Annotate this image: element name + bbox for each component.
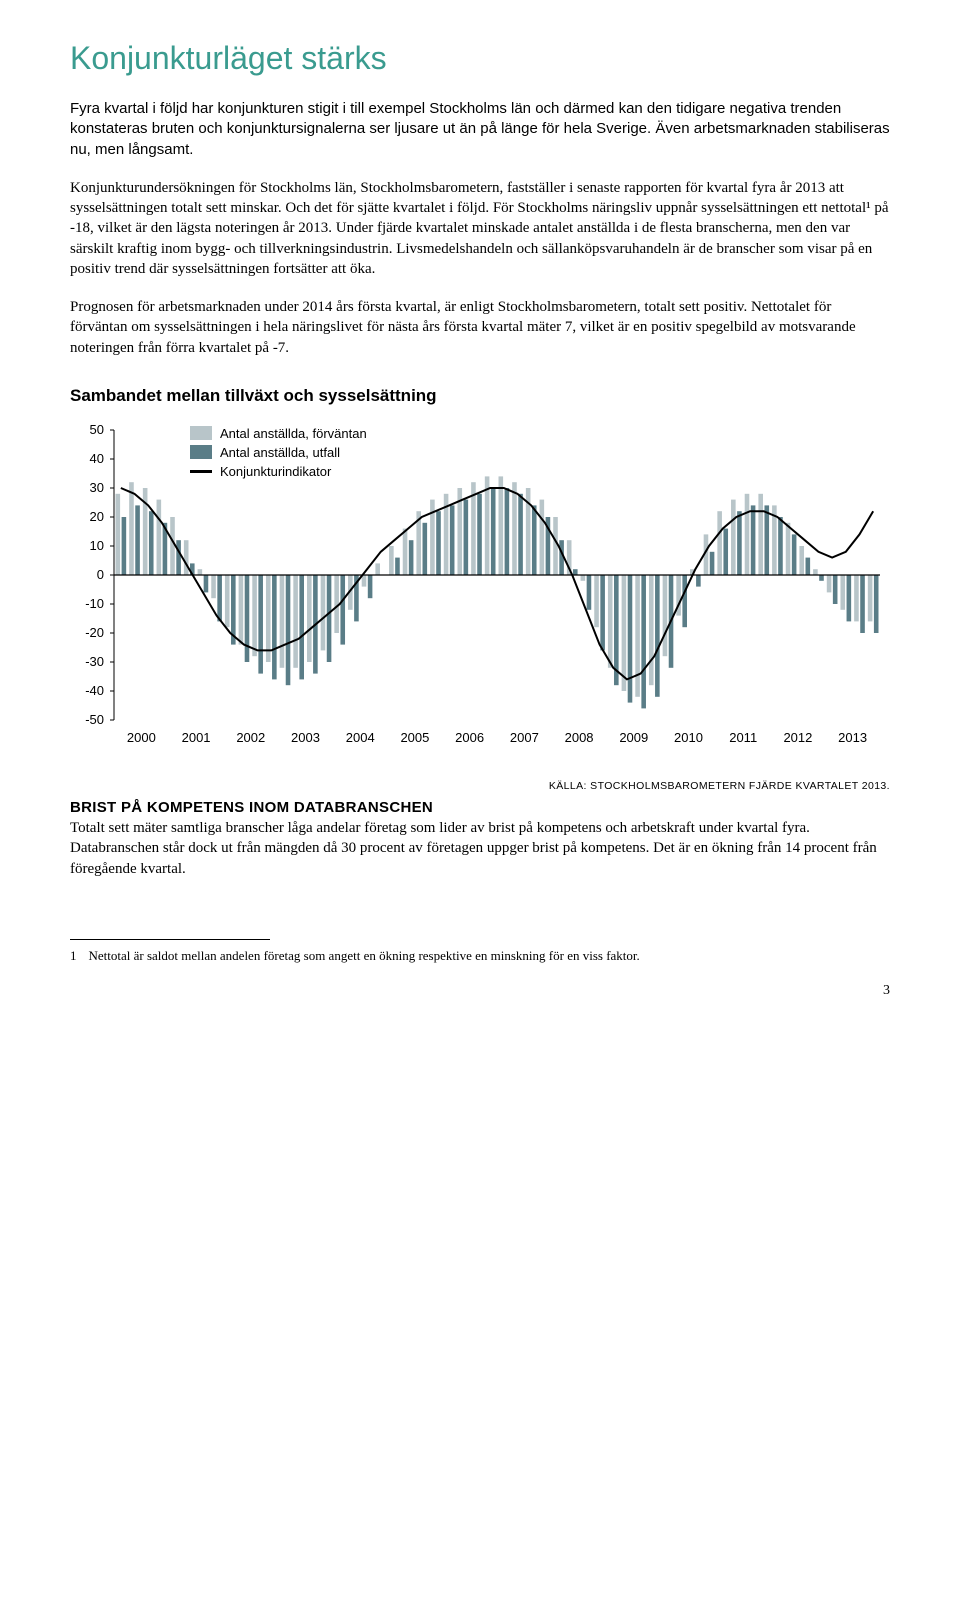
svg-text:2003: 2003 <box>291 730 320 745</box>
svg-text:2002: 2002 <box>236 730 265 745</box>
svg-text:-50: -50 <box>85 712 104 727</box>
page-number: 3 <box>70 983 890 999</box>
svg-text:10: 10 <box>90 538 104 553</box>
footnote: 1 Nettotal är saldot mellan andelen före… <box>70 948 890 965</box>
svg-text:-20: -20 <box>85 625 104 640</box>
svg-text:50: 50 <box>90 422 104 437</box>
svg-text:-30: -30 <box>85 654 104 669</box>
svg-text:2012: 2012 <box>783 730 812 745</box>
intro-paragraph: Fyra kvartal i följd har konjunkturen st… <box>70 99 890 160</box>
chart-container: Antal anställda, förväntan Antal anställ… <box>70 420 890 760</box>
body-paragraph-3-wrap: BRIST PÅ KOMPETENS INOM DATABRANSCHEN Tot… <box>70 798 890 879</box>
svg-text:30: 30 <box>90 480 104 495</box>
svg-text:2006: 2006 <box>455 730 484 745</box>
footnote-text: Nettotal är saldot mellan andelen företa… <box>89 948 640 965</box>
svg-text:2009: 2009 <box>619 730 648 745</box>
svg-text:2011: 2011 <box>729 730 757 745</box>
legend-label-2: Antal anställda, utfall <box>220 445 340 460</box>
svg-text:20: 20 <box>90 509 104 524</box>
svg-text:2005: 2005 <box>400 730 429 745</box>
legend-swatch-utfall <box>190 445 212 459</box>
body-paragraph-1: Konjunkturundersökningen för Stockholms … <box>70 178 890 279</box>
chart-source: KÄLLA: STOCKHOLMSBAROMETERN FJÄRDE KVART… <box>70 780 890 792</box>
footnote-number: 1 <box>70 948 77 965</box>
sub-heading: BRIST PÅ KOMPETENS INOM DATABRANSCHEN <box>70 799 433 816</box>
svg-text:2000: 2000 <box>127 730 156 745</box>
legend-label-3: Konjunkturindikator <box>220 464 331 479</box>
svg-text:-40: -40 <box>85 683 104 698</box>
svg-text:2004: 2004 <box>346 730 375 745</box>
legend-item-2: Antal anställda, utfall <box>190 445 367 460</box>
svg-text:2001: 2001 <box>182 730 211 745</box>
svg-text:0: 0 <box>97 567 104 582</box>
body-paragraph-2: Prognosen för arbetsmarknaden under 2014… <box>70 297 890 358</box>
page-title: Konjunkturläget stärks <box>70 40 890 77</box>
svg-text:2013: 2013 <box>838 730 867 745</box>
chart-legend: Antal anställda, förväntan Antal anställ… <box>190 426 367 483</box>
svg-text:2010: 2010 <box>674 730 703 745</box>
footnote-rule <box>70 939 270 940</box>
legend-swatch-forv <box>190 426 212 440</box>
legend-label-1: Antal anställda, förväntan <box>220 426 367 441</box>
svg-text:2007: 2007 <box>510 730 539 745</box>
svg-text:40: 40 <box>90 451 104 466</box>
svg-text:-10: -10 <box>85 596 104 611</box>
legend-item-3: Konjunkturindikator <box>190 464 367 479</box>
svg-text:2008: 2008 <box>565 730 594 745</box>
chart-heading: Sambandet mellan tillväxt och sysselsätt… <box>70 386 890 406</box>
para3-text: Totalt sett mäter samtliga branscher låg… <box>70 820 877 877</box>
legend-item-1: Antal anställda, förväntan <box>190 426 367 441</box>
databranschen-section: BRIST PÅ KOMPETENS INOM DATABRANSCHEN Tot… <box>70 798 890 879</box>
legend-swatch-line <box>190 470 212 473</box>
